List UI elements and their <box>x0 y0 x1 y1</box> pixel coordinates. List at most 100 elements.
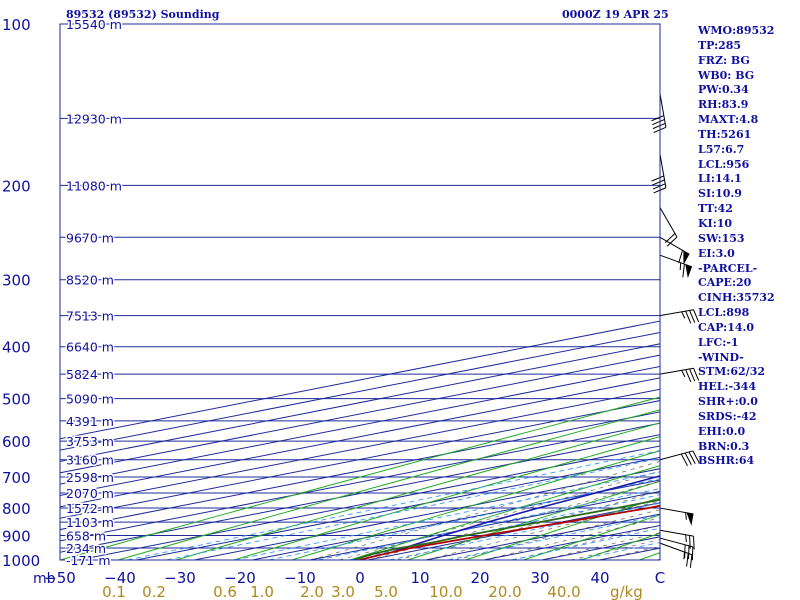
barb-shaft <box>659 537 693 548</box>
index-line: RH:83.9 <box>698 98 749 112</box>
dry-adiabat <box>233 436 660 560</box>
index-line: BSHR:64 <box>698 454 755 468</box>
barb-flag <box>651 175 665 182</box>
height-label: 5090 m <box>66 392 114 407</box>
temperature-tick-label: 30 <box>530 569 549 587</box>
dewpoint-trace <box>353 498 660 560</box>
temperature-tick-label: 0 <box>355 569 365 587</box>
barb-half-flag <box>685 512 687 520</box>
isotherm-line <box>60 411 660 531</box>
height-label: 6640 m <box>66 340 114 355</box>
index-line: LI:14.1 <box>698 172 742 186</box>
height-label: 7513 m <box>66 309 114 324</box>
index-line: -WIND- <box>698 350 744 364</box>
index-line: PW:0.34 <box>698 83 749 97</box>
barb-shaft <box>659 542 693 556</box>
isotherm-line <box>194 468 660 560</box>
pressure-label: 900 <box>2 527 31 545</box>
mixing-ratio-line <box>348 494 660 560</box>
index-line: FRZ: BG <box>698 53 750 67</box>
index-line: HEL:-344 <box>698 380 757 394</box>
barb-shaft <box>659 507 694 515</box>
moist-adiabat <box>425 500 660 560</box>
mixing-ratio-label: 20.0 <box>488 583 521 600</box>
barb-pennant <box>685 264 692 279</box>
mixing-ratio-label: 0.6 <box>213 583 237 600</box>
dry-adiabat <box>118 409 660 560</box>
pressure-unit-label: mb <box>33 571 56 587</box>
barb-half-flag <box>681 370 686 378</box>
pressure-label: 600 <box>2 433 31 451</box>
isotherm-line <box>60 422 660 542</box>
index-line: SW:153 <box>698 231 745 245</box>
barb-shaft <box>659 450 693 461</box>
index-line: -PARCEL- <box>698 261 758 275</box>
barb-flag <box>666 236 678 247</box>
index-line: LCL:956 <box>698 157 750 171</box>
wind-barb <box>659 507 694 526</box>
index-line: WMO:89532 <box>698 24 775 37</box>
index-line: CINH:35732 <box>698 291 775 305</box>
height-label: 8520 m <box>66 273 114 288</box>
height-label: 1572 m <box>66 501 114 516</box>
index-line: KI:10 <box>698 216 733 230</box>
mixing-ratio-label: 2.0 <box>300 583 324 600</box>
barb-shaft <box>659 207 678 238</box>
height-label: 2070 m <box>66 486 114 501</box>
index-line: SRDS:-42 <box>698 409 757 423</box>
wind-barb <box>659 367 700 383</box>
height-label: 1103 m <box>66 515 114 530</box>
index-line: SI:10.9 <box>698 187 742 201</box>
index-line: STM:62/32 <box>698 365 765 379</box>
barb-flag <box>689 554 693 569</box>
temperature-tick-label: −40 <box>104 569 136 587</box>
mixing-ratio-unit-label: g/kg <box>610 583 643 600</box>
mixing-ratio-label: 1.0 <box>250 583 274 600</box>
barb-flag <box>689 535 691 549</box>
temperature-tick-label: 20 <box>470 569 489 587</box>
dry-adiabat <box>349 465 660 560</box>
barb-half-flag <box>679 262 682 271</box>
height-label: 3753 m <box>66 434 114 449</box>
barb-pennant <box>683 250 690 265</box>
temperature-tick-label: −10 <box>284 569 316 587</box>
index-line: TH:5261 <box>698 127 752 141</box>
height-label: 5824 m <box>66 367 114 382</box>
isotherm-line <box>60 320 660 440</box>
moist-adiabat <box>338 470 660 560</box>
height-label: 9670 m <box>66 230 114 245</box>
isotherm-line <box>60 354 660 474</box>
mixing-ratio-label: 10.0 <box>429 583 462 600</box>
dry-adiabat <box>523 514 660 560</box>
height-label: 11080 m <box>66 178 122 193</box>
height-label: 12930 m <box>66 111 122 126</box>
wind-barb <box>659 309 700 324</box>
barb-flag <box>678 250 683 264</box>
height-label: 658 m <box>66 528 106 543</box>
barb-flag <box>652 179 665 186</box>
wind-barb <box>659 254 693 279</box>
isotherm-line <box>78 445 660 560</box>
temperature-tick-label: −30 <box>164 569 196 587</box>
moist-adiabat <box>512 525 660 560</box>
index-line: TP:285 <box>698 38 742 52</box>
wind-barb <box>659 236 690 265</box>
wind-barb <box>651 154 667 194</box>
barb-pennant <box>686 512 694 526</box>
parcel-trace <box>395 475 660 552</box>
dry-adiabat <box>60 396 660 560</box>
mixing-ratio-line <box>448 514 660 560</box>
barb-shaft <box>659 93 667 128</box>
pressure-label: 500 <box>2 391 31 409</box>
dry-adiabat <box>407 480 660 560</box>
mixing-ratio-label: 40.0 <box>547 583 580 600</box>
wind-barb <box>651 93 667 134</box>
chart-title-left: 89532 (89532) Sounding <box>66 8 220 21</box>
pressure-label: 100 <box>2 16 31 34</box>
barb-shaft <box>659 367 694 375</box>
height-label: 234 m <box>66 541 106 556</box>
pressure-label: 700 <box>2 469 31 487</box>
wind-barb <box>659 537 694 561</box>
